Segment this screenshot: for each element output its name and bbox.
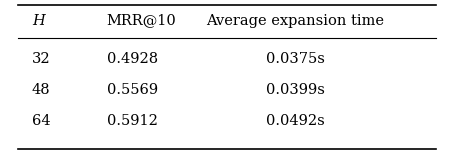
Text: H: H (32, 14, 44, 28)
Text: 0.5912: 0.5912 (107, 114, 158, 128)
Text: 0.4928: 0.4928 (107, 52, 158, 66)
Text: Average expansion time: Average expansion time (206, 14, 384, 28)
Text: MRR@10: MRR@10 (107, 14, 177, 28)
Text: 0.0375s: 0.0375s (266, 52, 325, 66)
Text: 0.0399s: 0.0399s (266, 83, 325, 97)
Text: 0.0492s: 0.0492s (266, 114, 325, 128)
Text: 64: 64 (32, 114, 50, 128)
Text: 32: 32 (32, 52, 50, 66)
Text: 48: 48 (32, 83, 50, 97)
Text: 0.5569: 0.5569 (107, 83, 158, 97)
